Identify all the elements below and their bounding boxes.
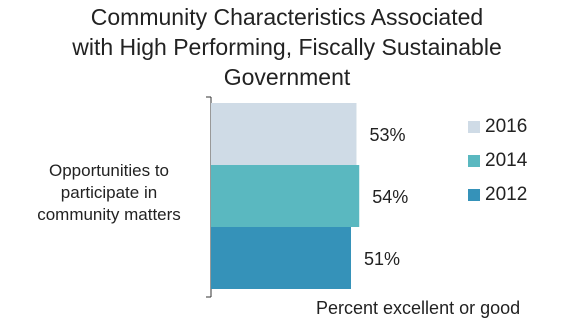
legend-swatch <box>468 155 480 167</box>
category-axis <box>206 96 212 298</box>
legend-label: 2012 <box>485 184 528 205</box>
legend: 2016 2014 2012 <box>468 110 527 212</box>
data-label-2012: 51% <box>364 249 400 269</box>
category-label-line: Opportunities to <box>48 161 169 180</box>
legend-item-2016: 2016 <box>468 110 527 144</box>
category-label-line: community matters <box>37 205 181 224</box>
legend-swatch <box>468 121 480 133</box>
data-label-2016: 53% <box>369 125 405 145</box>
chart-title: Community Characteristics Associated wit… <box>10 2 564 92</box>
data-labels: 53% 54% 51% <box>364 125 408 269</box>
chart-title-line: Community Characteristics Associated <box>90 4 484 30</box>
legend-label: 2016 <box>485 116 528 137</box>
x-axis-label: Percent excellent or good <box>316 298 521 318</box>
data-label-2014: 54% <box>372 187 408 207</box>
bars <box>211 103 360 289</box>
legend-label: 2014 <box>485 150 528 171</box>
bar-2014 <box>211 165 360 227</box>
bar-2012 <box>211 227 351 289</box>
legend-item-2012: 2012 <box>468 178 527 212</box>
category-label: Opportunities to participate in communit… <box>14 160 204 226</box>
legend-item-2014: 2014 <box>468 144 527 178</box>
chart-title-line: Government <box>223 64 351 90</box>
category-label-line: participate in <box>60 183 158 202</box>
legend-swatch <box>468 189 480 201</box>
bar-2016 <box>211 103 357 165</box>
chart-title-line: with High Performing, Fiscally Sustainab… <box>72 34 502 60</box>
